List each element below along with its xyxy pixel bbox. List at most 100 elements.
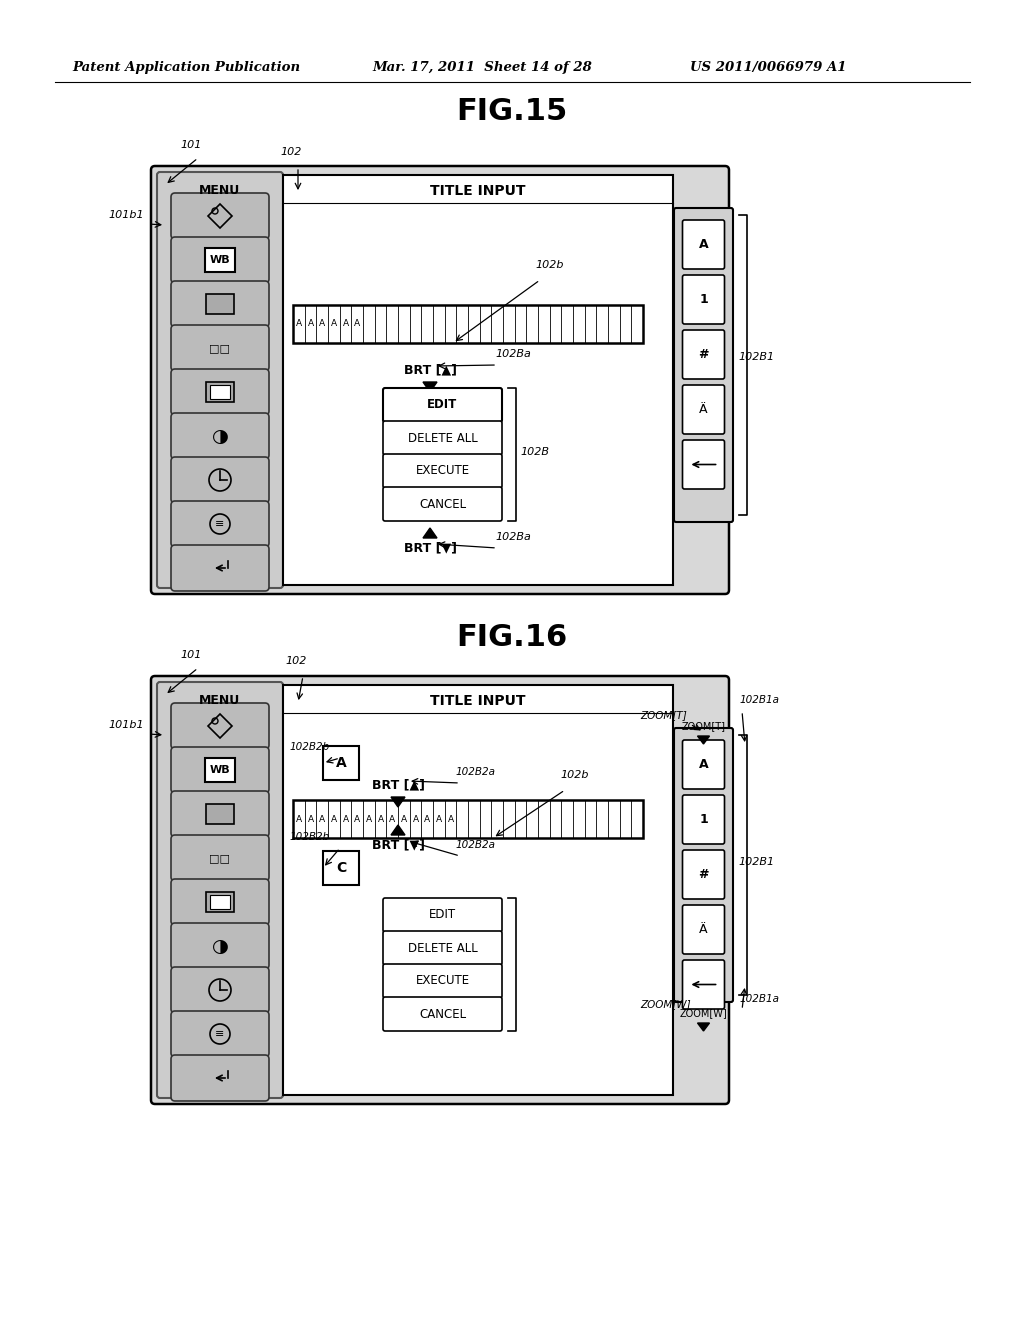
FancyBboxPatch shape [383, 454, 502, 488]
Bar [293, 305, 643, 343]
FancyBboxPatch shape [206, 804, 234, 824]
Text: ≡: ≡ [215, 1030, 224, 1039]
FancyBboxPatch shape [683, 275, 725, 323]
Polygon shape [697, 737, 710, 744]
Text: US 2011/0066979 A1: US 2011/0066979 A1 [690, 62, 847, 74]
Text: 101: 101 [180, 649, 202, 660]
FancyBboxPatch shape [206, 381, 234, 403]
FancyBboxPatch shape [383, 997, 502, 1031]
FancyBboxPatch shape [171, 370, 269, 414]
Text: BRT [▲]: BRT [▲] [403, 363, 457, 376]
Text: 102B1: 102B1 [738, 352, 774, 362]
Text: 102B2a: 102B2a [455, 840, 495, 850]
Text: A: A [436, 814, 442, 824]
Text: 102b: 102b [560, 770, 589, 780]
Text: WB: WB [210, 766, 230, 775]
FancyBboxPatch shape [205, 248, 234, 272]
Text: BRT [▲]: BRT [▲] [372, 779, 425, 792]
Text: A: A [400, 814, 407, 824]
FancyBboxPatch shape [171, 325, 269, 371]
FancyBboxPatch shape [683, 741, 725, 789]
Text: DELETE ALL: DELETE ALL [408, 432, 477, 445]
Text: 102: 102 [280, 147, 301, 157]
Polygon shape [423, 528, 437, 539]
Text: ◑: ◑ [212, 426, 228, 446]
Text: 102B1a: 102B1a [740, 696, 780, 705]
Text: FIG.16: FIG.16 [457, 623, 567, 652]
Bar [283, 685, 673, 1096]
FancyBboxPatch shape [171, 545, 269, 591]
FancyBboxPatch shape [171, 879, 269, 925]
Text: Ä: Ä [699, 923, 708, 936]
Polygon shape [423, 381, 437, 392]
Text: 101: 101 [180, 140, 202, 150]
Text: A: A [307, 319, 313, 329]
FancyBboxPatch shape [683, 220, 725, 269]
Text: ZOOM[W]: ZOOM[W] [680, 1008, 727, 1018]
Text: CANCEL: CANCEL [419, 498, 466, 511]
Text: EXECUTE: EXECUTE [416, 465, 470, 478]
Text: 102B1: 102B1 [738, 857, 774, 867]
FancyBboxPatch shape [205, 758, 234, 781]
FancyBboxPatch shape [171, 1055, 269, 1101]
Text: A: A [336, 756, 346, 770]
Text: A: A [698, 238, 709, 251]
FancyBboxPatch shape [157, 682, 283, 1098]
Text: CANCEL: CANCEL [419, 1007, 466, 1020]
FancyBboxPatch shape [171, 457, 269, 503]
Text: FIG.15: FIG.15 [457, 98, 567, 127]
FancyBboxPatch shape [683, 440, 725, 488]
Text: MENU: MENU [200, 693, 241, 706]
FancyBboxPatch shape [383, 421, 502, 455]
Text: EDIT: EDIT [429, 908, 456, 921]
Text: A: A [296, 814, 302, 824]
Text: A: A [342, 814, 348, 824]
Text: EDIT: EDIT [427, 399, 458, 412]
Bar [283, 176, 673, 585]
Text: TITLE INPUT: TITLE INPUT [430, 183, 525, 198]
Text: A: A [698, 758, 709, 771]
Bar [293, 800, 643, 838]
Text: 102B2a: 102B2a [455, 767, 495, 777]
Text: A: A [366, 814, 372, 824]
Text: Patent Application Publication: Patent Application Publication [72, 62, 300, 74]
Text: EXECUTE: EXECUTE [416, 974, 470, 987]
Text: A: A [296, 319, 302, 329]
FancyBboxPatch shape [383, 931, 502, 965]
Text: A: A [342, 319, 348, 329]
Text: □□: □□ [210, 343, 230, 352]
Text: ZOOM[T]: ZOOM[T] [640, 710, 687, 719]
Text: A: A [354, 319, 360, 329]
FancyBboxPatch shape [683, 330, 725, 379]
Polygon shape [391, 797, 406, 807]
FancyBboxPatch shape [383, 388, 502, 422]
FancyBboxPatch shape [171, 836, 269, 880]
Text: 101b1: 101b1 [108, 210, 143, 220]
Text: ZOOM[W]: ZOOM[W] [640, 999, 690, 1008]
FancyBboxPatch shape [210, 895, 230, 909]
Text: A: A [424, 814, 430, 824]
Text: C: C [336, 861, 346, 875]
FancyBboxPatch shape [683, 385, 725, 434]
Text: A: A [354, 814, 360, 824]
FancyBboxPatch shape [171, 502, 269, 546]
Text: 102b: 102b [535, 260, 563, 271]
FancyBboxPatch shape [171, 281, 269, 327]
Text: ◑: ◑ [212, 936, 228, 956]
Text: 102Ba: 102Ba [495, 532, 530, 543]
Text: #: # [698, 348, 709, 360]
Text: A: A [319, 814, 326, 824]
Text: A: A [331, 814, 337, 824]
Text: BRT [▼]: BRT [▼] [403, 541, 457, 554]
FancyBboxPatch shape [683, 906, 725, 954]
Text: MENU: MENU [200, 183, 241, 197]
Text: A: A [447, 814, 454, 824]
FancyBboxPatch shape [171, 704, 269, 748]
FancyBboxPatch shape [323, 746, 359, 780]
FancyBboxPatch shape [210, 385, 230, 399]
Text: 101b1: 101b1 [108, 719, 143, 730]
Text: 1: 1 [699, 813, 708, 826]
Text: ≡: ≡ [215, 519, 224, 529]
Text: DELETE ALL: DELETE ALL [408, 941, 477, 954]
Text: TITLE INPUT: TITLE INPUT [430, 694, 525, 708]
